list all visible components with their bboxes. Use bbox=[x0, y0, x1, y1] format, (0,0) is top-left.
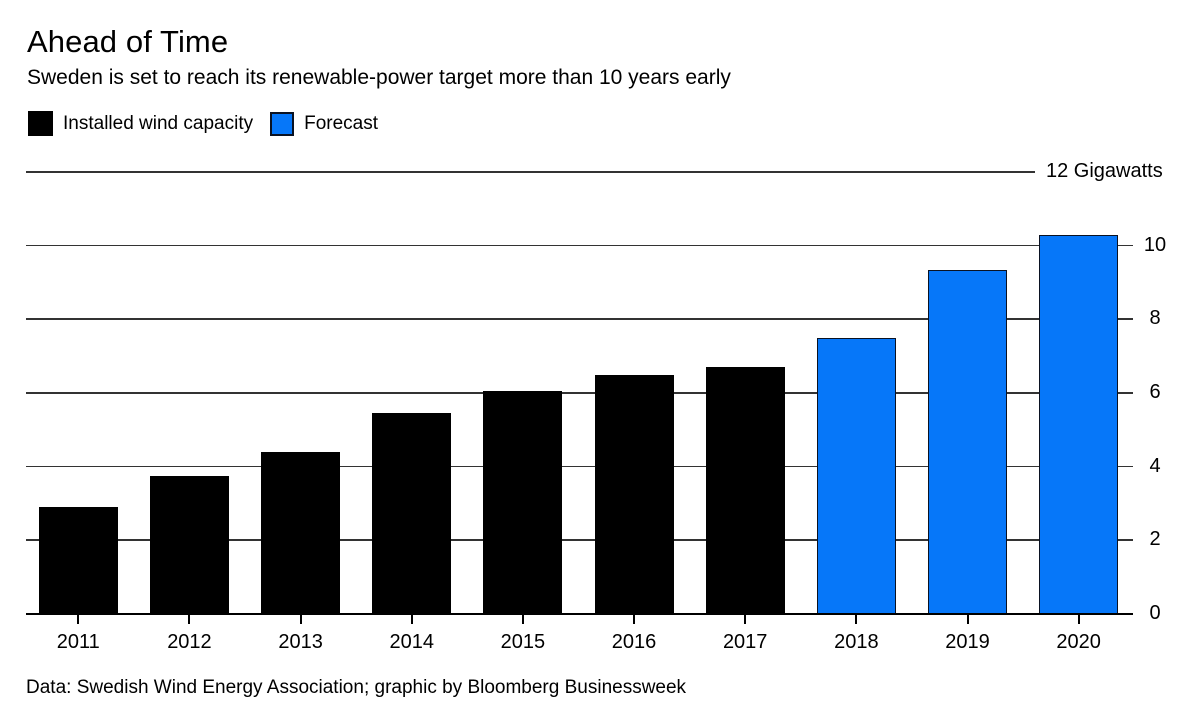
x-label-2016: 2016 bbox=[611, 631, 657, 653]
legend-label-forecast: Forecast bbox=[304, 112, 379, 134]
gridline-4 bbox=[26, 465, 1133, 468]
x-tick-2020 bbox=[1077, 615, 1080, 624]
x-label-2013: 2013 bbox=[278, 631, 323, 653]
bar-2019 bbox=[928, 269, 1007, 615]
bar-2014 bbox=[372, 413, 452, 615]
x-label-2014: 2014 bbox=[389, 631, 435, 653]
y-tick-label-8: 8 bbox=[1149, 307, 1161, 330]
x-label-2015: 2015 bbox=[500, 631, 546, 653]
y-tick-label-10: 10 bbox=[1143, 233, 1167, 256]
bar-2016 bbox=[594, 374, 674, 615]
bar-2017 bbox=[705, 367, 785, 615]
x-label-2020: 2020 bbox=[1056, 631, 1101, 653]
source-credit: Data: Swedish Wind Energy Association; g… bbox=[26, 677, 687, 698]
x-tick-2015 bbox=[521, 615, 524, 624]
bar-2020 bbox=[1039, 234, 1119, 615]
y-axis-unit-label: 12 Gigawatts bbox=[1046, 160, 1163, 183]
gridline-8 bbox=[26, 318, 1133, 320]
x-tick-2011 bbox=[77, 615, 80, 624]
y-tick-label-4: 4 bbox=[1149, 454, 1161, 477]
x-label-2011: 2011 bbox=[56, 631, 100, 653]
x-tick-2018 bbox=[855, 615, 858, 624]
y-tick-label-2: 2 bbox=[1149, 528, 1161, 551]
bar-2015 bbox=[483, 391, 563, 615]
legend-label-installed-wind-capacity: Installed wind capacity bbox=[63, 112, 254, 134]
x-label-2012: 2012 bbox=[167, 631, 212, 653]
y-tick-label-6: 6 bbox=[1149, 381, 1161, 404]
x-label-2019: 2019 bbox=[945, 631, 990, 653]
x-tick-2019 bbox=[966, 615, 969, 624]
chart-subtitle: Sweden is set to reach its renewable-pow… bbox=[27, 66, 731, 89]
bar-2013 bbox=[261, 451, 341, 615]
x-tick-2017 bbox=[744, 615, 747, 624]
x-tick-2012 bbox=[188, 615, 191, 624]
x-axis-line bbox=[26, 613, 1133, 615]
gridline-top bbox=[26, 171, 1035, 173]
legend-swatch-forecast bbox=[270, 111, 295, 136]
x-tick-2016 bbox=[633, 615, 636, 624]
bar-2018 bbox=[816, 337, 896, 615]
bar-2012 bbox=[149, 475, 229, 615]
legend: Installed wind capacity Forecast bbox=[28, 111, 378, 136]
x-label-2017: 2017 bbox=[722, 631, 768, 653]
gridline-6 bbox=[26, 392, 1133, 394]
gridline-2 bbox=[26, 539, 1133, 541]
legend-swatch-installed-wind-capacity bbox=[28, 111, 53, 136]
x-tick-2013 bbox=[299, 615, 302, 624]
chart-title: Ahead of Time bbox=[27, 24, 229, 59]
x-label-2018: 2018 bbox=[834, 631, 879, 653]
gridline-10 bbox=[26, 244, 1133, 247]
x-tick-2014 bbox=[410, 615, 413, 624]
y-tick-label-0: 0 bbox=[1149, 602, 1161, 625]
bar-2011 bbox=[38, 507, 118, 615]
